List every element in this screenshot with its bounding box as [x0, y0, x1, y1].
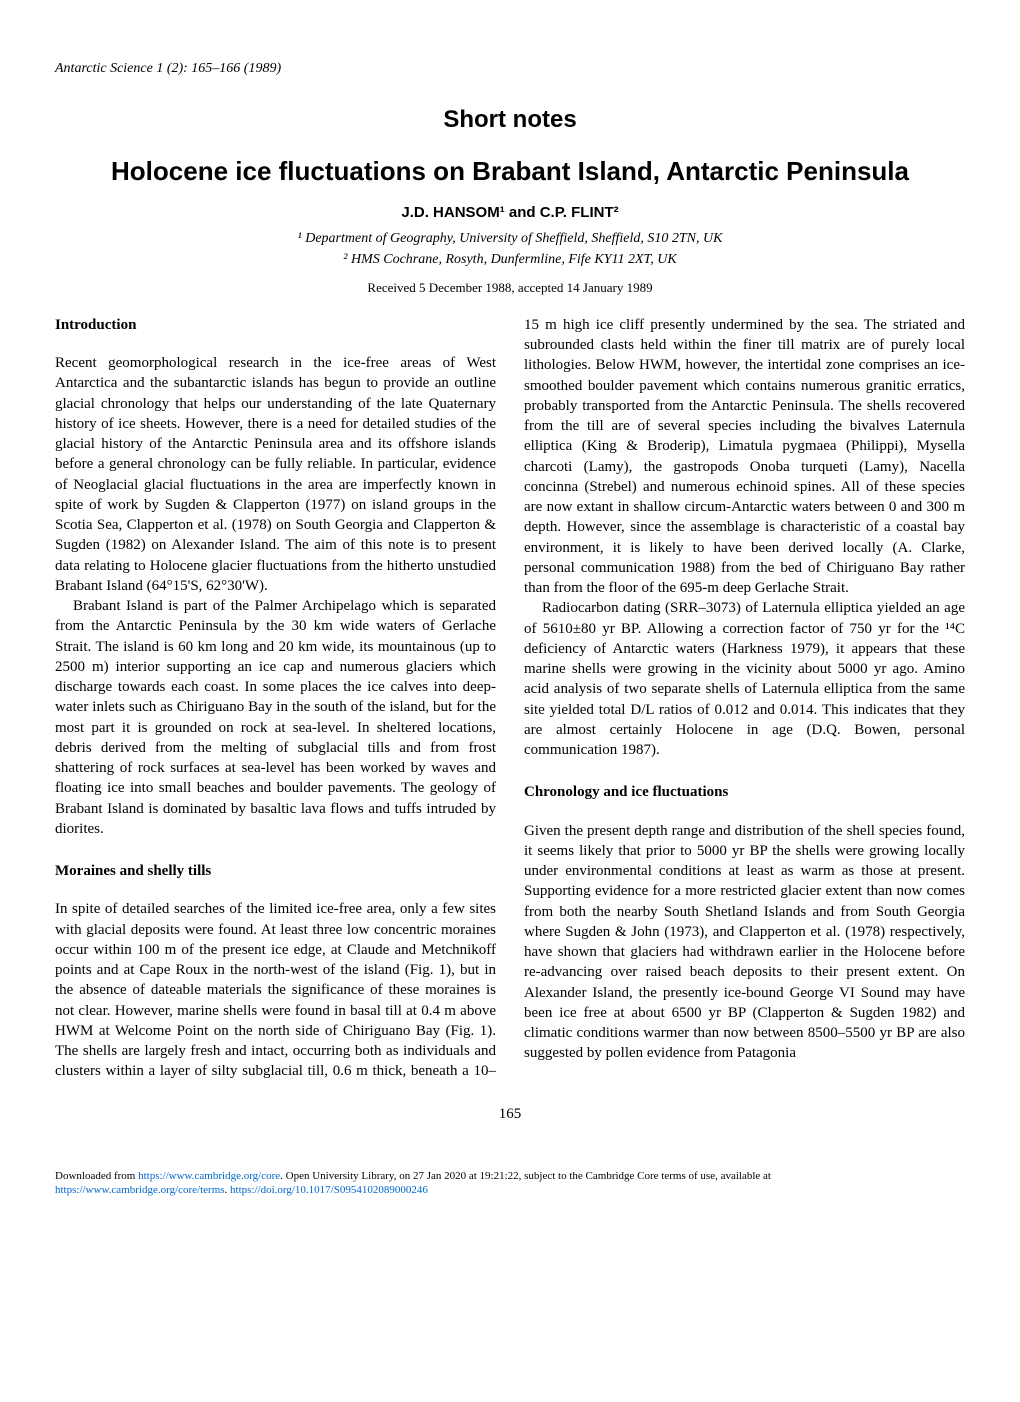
paragraph: Brabant Island is part of the Palmer Arc…: [55, 596, 496, 839]
received-dates: Received 5 December 1988, accepted 14 Ja…: [55, 279, 965, 297]
heading-moraines: Moraines and shelly tills: [55, 861, 496, 881]
paragraph: Radiocarbon dating (SRR–3073) of Laternu…: [524, 598, 965, 760]
download-footer: Downloaded from https://www.cambridge.or…: [55, 1169, 965, 1198]
paragraph: Recent geomorphological research in the …: [55, 353, 496, 596]
footer-text: Downloaded from: [55, 1170, 138, 1182]
authors: J.D. HANSOM¹ and C.P. FLINT²: [55, 203, 965, 223]
section-label: Short notes: [55, 104, 965, 136]
article-title: Holocene ice fluctuations on Brabant Isl…: [55, 154, 965, 189]
footer-link-doi[interactable]: https://doi.org/10.1017/S095410208900024…: [230, 1184, 428, 1196]
footer-link-terms[interactable]: https://www.cambridge.org/core/terms: [55, 1184, 225, 1196]
journal-reference: Antarctic Science 1 (2): 165–166 (1989): [55, 60, 965, 79]
footer-link-core[interactable]: https://www.cambridge.org/core: [138, 1170, 280, 1182]
article-body: Introduction Recent geomorphological res…: [55, 315, 965, 1082]
affiliation-2: ² HMS Cochrane, Rosyth, Dunfermline, Fif…: [55, 251, 965, 270]
paragraph: Given the present depth range and distri…: [524, 821, 965, 1064]
footer-text: . Open University Library, on 27 Jan 202…: [280, 1170, 771, 1182]
page-number: 165: [55, 1104, 965, 1124]
affiliation-1: ¹ Department of Geography, University of…: [55, 230, 965, 249]
heading-introduction: Introduction: [55, 315, 496, 335]
heading-chronology: Chronology and ice fluctuations: [524, 782, 965, 802]
